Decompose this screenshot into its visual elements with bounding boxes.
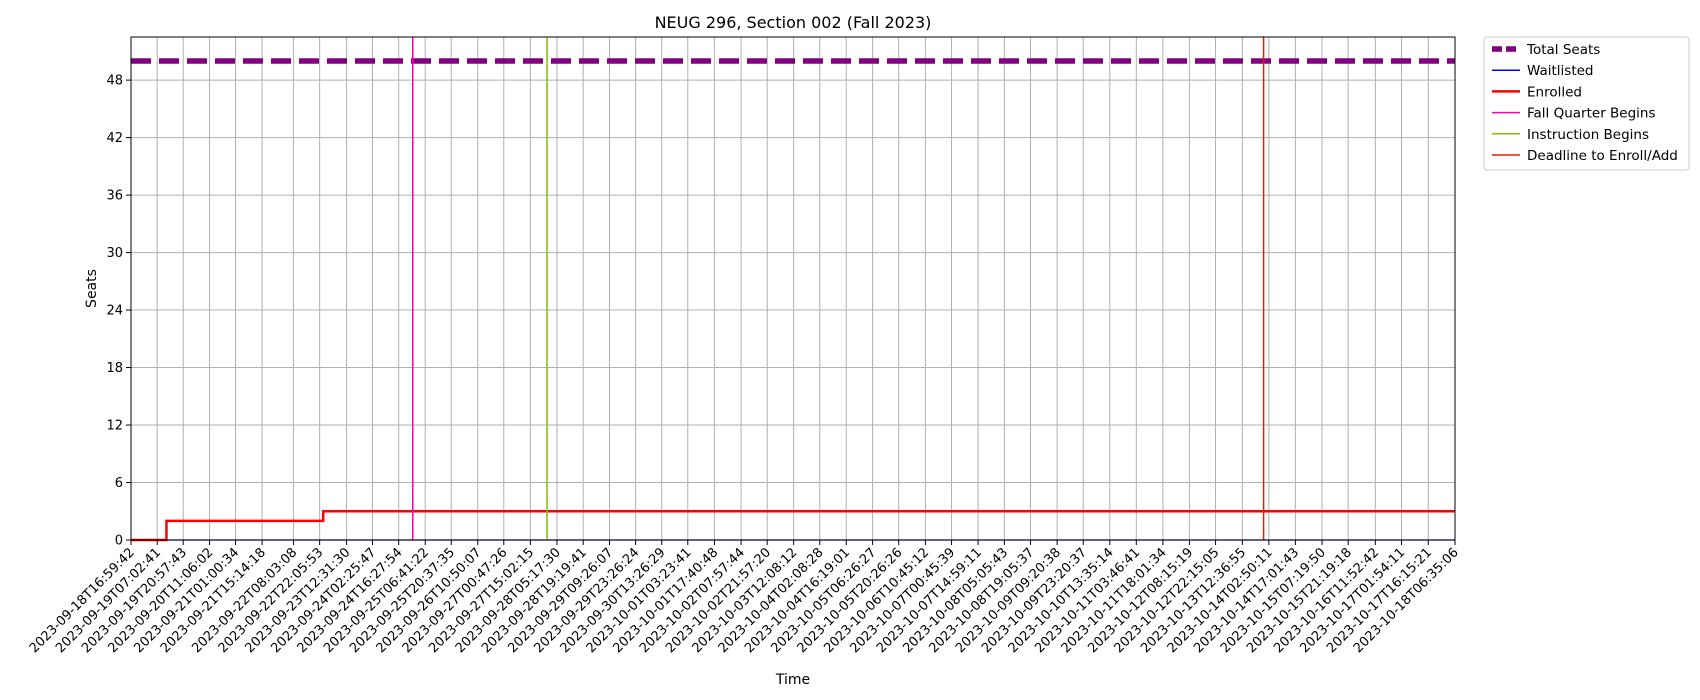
plot-series (131, 37, 1455, 542)
y-tick-label: 6 (115, 476, 123, 491)
y-tick-label: 12 (106, 419, 123, 434)
y-tick-label: 0 (115, 534, 123, 549)
grid (130, 37, 1456, 541)
y-tick-label: 36 (106, 189, 123, 204)
y-tick-label: 24 (106, 304, 123, 319)
enrolled-series (131, 510, 1455, 542)
legend-label-instruction-begins: Instruction Begins (1527, 127, 1649, 143)
chart-title: NEUG 296, Section 002 (Fall 2023) (655, 13, 932, 32)
legend-label-deadline-to-enroll-add: Deadline to Enroll/Add (1527, 148, 1678, 164)
y-tick-label: 18 (106, 361, 123, 376)
legend-label-enrolled: Enrolled (1527, 84, 1582, 100)
legend-label-fall-quarter-begins: Fall Quarter Begins (1527, 106, 1656, 122)
y-axis-title: Seats (84, 269, 100, 308)
legend: Total Seats Waitlisted Enrolled Fall Quarte… (1483, 36, 1690, 171)
legend-box (1483, 36, 1690, 171)
legend-label-total-seats: Total Seats (1526, 42, 1600, 58)
y-tick-label: 42 (106, 131, 123, 146)
y-axis: 0 6 12 18 24 30 36 42 48 (106, 74, 131, 549)
x-axis: 2023-09-18T16:59:422023-09-19T07:02:4120… (27, 540, 1462, 656)
y-tick-label: 48 (106, 74, 123, 89)
plot-frame (130, 36, 1456, 541)
legend-label-waitlisted: Waitlisted (1527, 63, 1594, 79)
x-axis-title: Time (775, 672, 810, 688)
y-tick-label: 30 (106, 246, 123, 261)
